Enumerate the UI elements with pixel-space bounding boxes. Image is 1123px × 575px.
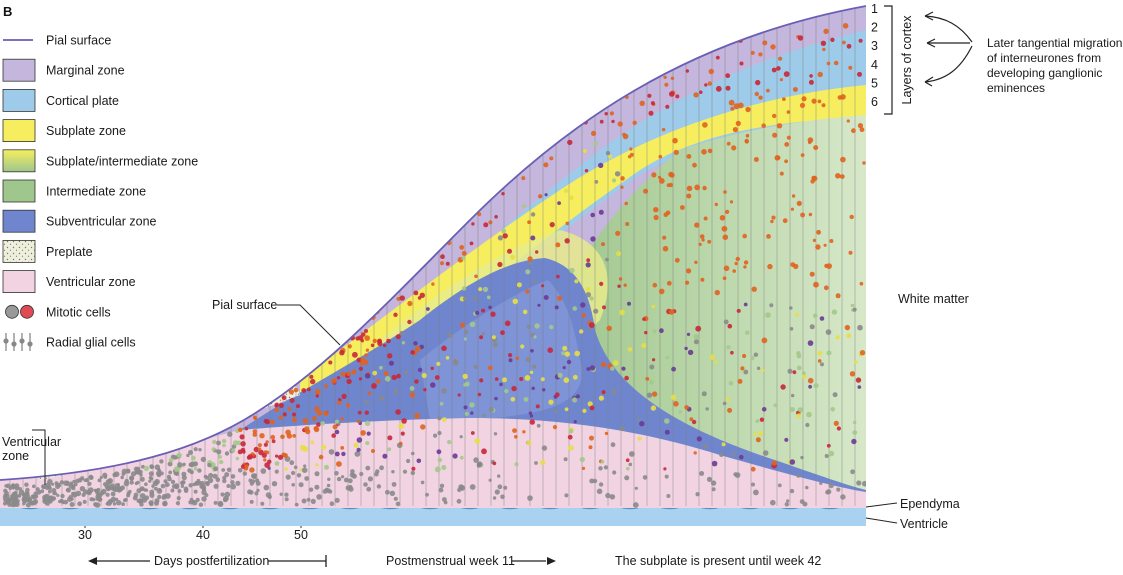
text-line: Later tangential migration xyxy=(987,36,1122,50)
legend: Pial surface Marginal zone Cortical plate S… xyxy=(2,34,198,351)
legend-item-subventricular: Subventricular zone xyxy=(2,209,157,233)
pial-surface-line xyxy=(0,5,867,481)
ventricle-region xyxy=(0,507,866,526)
text-line: developing ganglionic xyxy=(987,66,1102,80)
cortex-zones xyxy=(0,6,866,508)
subplate-present-note: The subplate is present until week 42 xyxy=(615,554,821,568)
layer-number: 6 xyxy=(871,95,878,109)
text-line: zone xyxy=(2,449,29,463)
ventricular-annotation-leader xyxy=(32,429,46,485)
ependyma-leader xyxy=(865,502,898,508)
legend-label: Intermediate zone xyxy=(46,185,146,199)
legend-item-subplate_intermediate: Subplate/intermediate zone xyxy=(2,149,198,173)
subventricular-inner xyxy=(420,280,582,420)
ependyma-label: Ependyma xyxy=(900,497,960,511)
legend-label: Ventricular zone xyxy=(46,275,136,289)
layer-number: 2 xyxy=(871,21,878,35)
axis-ticks: 30 40 50 xyxy=(78,526,308,542)
ventricle-label: Ventricle xyxy=(900,517,948,531)
legend-item-ventricular: Ventricular zone xyxy=(2,270,136,294)
legend-swatch xyxy=(2,89,36,112)
legend-label: Subplate zone xyxy=(46,124,126,138)
legend-swatch xyxy=(2,149,36,173)
layer-numbers: 1 2 3 4 5 6 xyxy=(871,2,878,109)
legend-swatch xyxy=(2,209,36,233)
legend-item-intermediate: Intermediate zone xyxy=(2,179,146,203)
legend-swatch xyxy=(2,119,36,142)
legend-label: Subventricular zone xyxy=(46,215,157,229)
legend-label: Preplate xyxy=(46,245,93,259)
legend-item-cortical: Cortical plate xyxy=(2,89,119,112)
migration-note: Later tangential migration of interneuron… xyxy=(987,36,1122,95)
layer-number: 3 xyxy=(871,39,878,53)
legend-label: Pial surface xyxy=(46,34,111,48)
postmenstrual-week-label: Postmenstrual week 11 xyxy=(386,554,515,568)
axis-tick-label: 30 xyxy=(78,528,92,542)
legend-label: Cortical plate xyxy=(46,94,119,108)
legend-swatch xyxy=(2,179,36,203)
white-matter-label: White matter xyxy=(898,292,969,306)
legend-item-pial: Pial surface xyxy=(3,34,111,48)
pial-surface-annotation: Pial surface xyxy=(212,298,277,312)
ventricle-leader xyxy=(865,517,898,524)
legend-swatch xyxy=(2,58,36,82)
layer-number: 4 xyxy=(871,58,878,72)
legend-label: Subplate/intermediate zone xyxy=(46,154,198,168)
legend-label: Marginal zone xyxy=(46,64,125,78)
legend-swatch xyxy=(2,239,36,263)
legend-label: Radial glial cells xyxy=(46,336,136,350)
layer-number: 1 xyxy=(871,2,878,16)
week-arrow xyxy=(512,557,556,565)
text-line: Ventricular xyxy=(2,435,61,449)
axis-tick-label: 50 xyxy=(294,528,308,542)
cell-dots xyxy=(2,23,866,508)
text-line: eminences xyxy=(987,81,1045,95)
legend-item-marginal: Marginal zone xyxy=(2,58,125,82)
legend-item-radial: Radial glial cells xyxy=(3,333,136,351)
days-arrow xyxy=(88,555,327,567)
panel-label: B xyxy=(3,4,12,19)
legend-swatch xyxy=(2,270,36,294)
text-line: of interneurones from xyxy=(987,51,1101,65)
legend-label: Mitotic cells xyxy=(46,305,111,319)
axis-tick-label: 40 xyxy=(196,528,210,542)
days-postfertilization-label: Days postfertilization xyxy=(154,554,269,568)
layers-of-cortex-label: Layers of cortex xyxy=(900,15,914,105)
layer-number: 5 xyxy=(871,76,878,90)
radial-glial-cells-icon xyxy=(3,333,33,351)
pial-annotation-leader xyxy=(277,304,341,346)
legend-item-preplate: Preplate xyxy=(2,239,93,263)
legend-item-subplate: Subplate zone xyxy=(2,119,126,142)
layers-bracket xyxy=(884,5,893,115)
migration-arrows xyxy=(924,11,973,87)
ventricular-zone-annotation: Ventricular zone xyxy=(2,435,61,463)
mitotic-cells-icon xyxy=(5,304,34,319)
legend-item-mitotic: Mitotic cells xyxy=(5,304,111,319)
